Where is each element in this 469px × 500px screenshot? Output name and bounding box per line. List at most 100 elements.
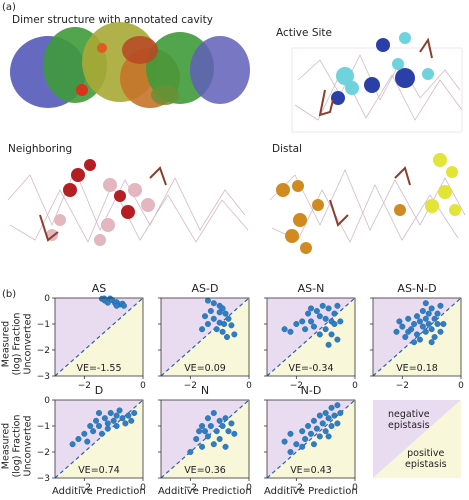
ve-annotation: VE=0.18 <box>396 363 438 374</box>
data-point <box>210 441 217 448</box>
data-point <box>405 315 412 322</box>
data-point <box>287 449 294 456</box>
data-point <box>325 305 332 312</box>
data-point <box>287 430 294 437</box>
data-point <box>334 402 341 409</box>
diagonal-line <box>54 399 144 479</box>
diagonal-line <box>266 399 356 479</box>
data-point <box>334 420 341 427</box>
data-point <box>293 441 300 448</box>
view-title-dimer: Dimer structure with annotated cavity <box>12 14 213 26</box>
molecular-structure-renderings <box>7 22 466 254</box>
negative-label-line-1: negative <box>388 409 430 420</box>
data-point <box>223 334 230 341</box>
data-point <box>396 318 403 325</box>
data-point <box>434 310 441 317</box>
data-point <box>221 321 228 328</box>
scatter-panel-3: AS-N-D VE=0.18 −2 0 <box>370 282 464 391</box>
data-point <box>187 449 194 456</box>
epistasis-legend-panel <box>373 400 461 478</box>
data-point <box>216 436 223 443</box>
y-tick-label: −2 <box>37 346 50 356</box>
data-point <box>411 321 418 328</box>
data-point <box>104 420 111 427</box>
scatter-panel-5: N VE=0.36 −2 0 <box>158 384 252 493</box>
data-point <box>231 331 238 338</box>
scatter-panel-4: D VE=0.74 −2 0 0 −1 −2 −3 <box>37 384 146 493</box>
dimer-structure-image <box>10 22 250 108</box>
diagonal-line <box>160 399 250 479</box>
view-title-active-site: Active Site <box>276 27 332 39</box>
data-point <box>299 428 306 435</box>
data-point <box>322 326 329 333</box>
data-point <box>331 321 338 328</box>
x-tick-label: −2 <box>78 381 91 391</box>
data-point <box>422 300 429 307</box>
plot-frame <box>54 399 144 479</box>
diagonal-line <box>160 297 250 377</box>
data-point <box>87 423 94 430</box>
data-point <box>328 404 335 411</box>
data-point <box>322 428 329 435</box>
data-point <box>325 433 332 440</box>
plot-frame <box>160 399 250 479</box>
data-point <box>128 417 135 424</box>
data-point <box>428 339 435 346</box>
data-point <box>414 331 421 338</box>
x-tick-label: 0 <box>140 483 146 493</box>
scatter-panel-1: AS-D VE=0.09 −2 0 <box>158 282 252 391</box>
panel-title: AS-D <box>192 282 219 295</box>
data-point <box>393 328 400 335</box>
data-point <box>225 315 232 322</box>
data-point <box>325 341 332 348</box>
data-point <box>310 441 317 448</box>
data-point <box>331 412 338 419</box>
data-point <box>81 430 88 437</box>
ve-annotation: VE=0.74 <box>78 465 120 476</box>
data-point <box>416 318 423 325</box>
data-point <box>287 328 294 335</box>
panel-title: N <box>201 384 209 397</box>
data-point <box>299 318 306 325</box>
x-tick-label: 0 <box>458 381 464 391</box>
x-tick-label: −2 <box>184 381 197 391</box>
data-point <box>313 308 320 315</box>
positive-epistasis-label: positive epistasis <box>405 448 447 470</box>
data-point <box>316 313 323 320</box>
data-point <box>302 436 309 443</box>
data-point <box>281 438 288 445</box>
data-point <box>113 423 120 430</box>
diagonal-line <box>54 297 144 377</box>
distal-structure-image <box>269 153 466 254</box>
diagonal-line <box>266 297 356 377</box>
active-site-structure-image <box>291 32 463 133</box>
view-title-neighboring: Neighboring <box>8 143 73 155</box>
data-point <box>204 415 211 422</box>
plot-frame <box>266 297 356 377</box>
data-point <box>281 326 288 333</box>
data-point <box>207 308 214 315</box>
panel-title: AS-N <box>298 282 325 295</box>
data-point <box>219 423 226 430</box>
x-tick-label: −2 <box>78 483 91 493</box>
data-point <box>405 328 412 335</box>
data-point <box>110 417 117 424</box>
data-point <box>425 321 432 328</box>
data-point <box>210 315 217 322</box>
negative-epistasis-label: negative epistasis <box>388 409 430 431</box>
data-point <box>428 326 435 333</box>
plot-frame <box>54 297 144 377</box>
data-point <box>222 415 229 422</box>
data-point <box>199 443 206 450</box>
data-point <box>125 412 132 419</box>
data-point <box>210 300 217 307</box>
panel-title: AS-N-D <box>397 282 436 295</box>
data-point <box>193 436 200 443</box>
data-point <box>322 410 329 417</box>
data-point <box>213 326 220 333</box>
data-point <box>325 415 332 422</box>
x-tick-label: 0 <box>352 381 358 391</box>
x-axis-label-2: Additive Prediction <box>158 486 252 497</box>
data-point <box>305 423 312 430</box>
data-point <box>328 331 335 338</box>
